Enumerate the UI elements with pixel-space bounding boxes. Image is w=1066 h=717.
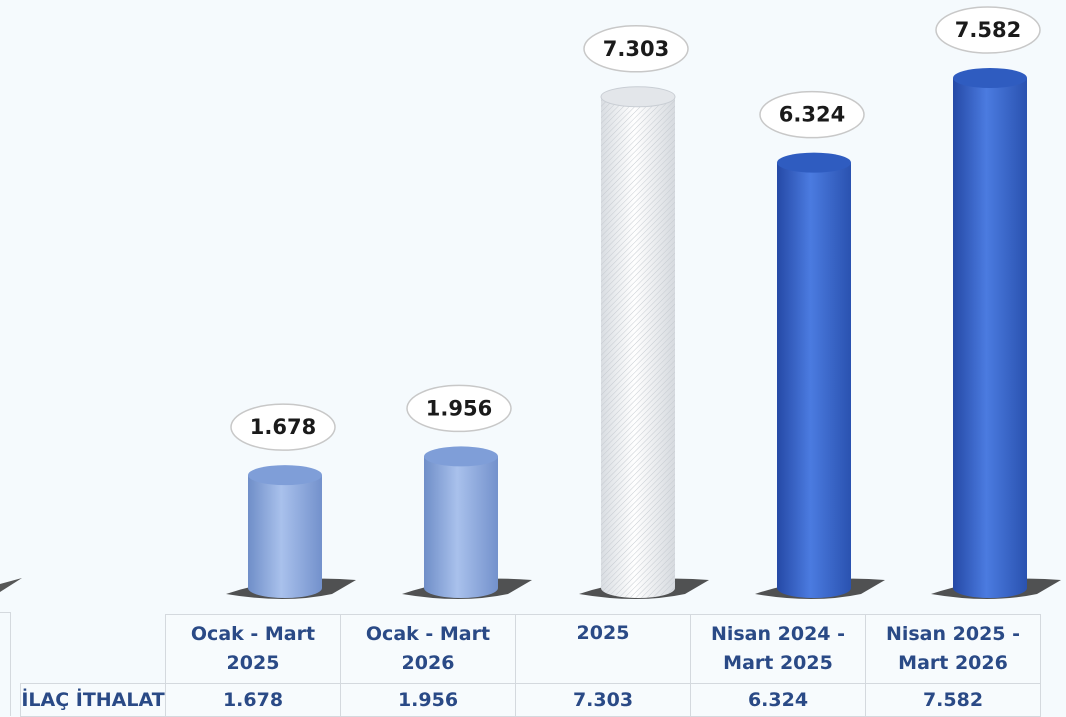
data-table-header-row: Ocak - Mart 2025 Ocak - Mart 2026 2025 Nisan …	[20, 614, 1041, 684]
chart: 1.678 1.956 7.303 6.324 7.582	[0, 6, 1061, 599]
category-label: Nisan 2025 -	[885, 623, 1021, 645]
category-label: 2025	[226, 652, 280, 674]
data-label-bubble	[583, 25, 689, 73]
value-cell: 7.582	[865, 683, 1041, 717]
data-label: 6.324	[779, 103, 845, 127]
value-cell: 1.678	[165, 683, 341, 717]
category-label: Mart 2026	[898, 652, 1008, 674]
data-table-corner	[20, 614, 166, 684]
bar-top	[777, 152, 851, 173]
value-cell: 7.303	[515, 683, 691, 717]
value-cell: 6.324	[690, 683, 866, 717]
category-cell: Nisan 2025 - Mart 2026	[865, 614, 1041, 684]
bar-top	[953, 68, 1027, 88]
bar-top	[424, 446, 498, 467]
data-label: 1.956	[426, 396, 492, 420]
category-label: 2026	[401, 652, 455, 674]
bar	[777, 162, 851, 598]
data-label: 1.678	[250, 415, 316, 439]
category-label: Nisan 2024 -	[710, 623, 846, 645]
data-label-bubble	[406, 384, 512, 433]
category-label: Mart 2025	[723, 652, 833, 674]
offscreen-shadow-fragment	[0, 578, 22, 592]
data-label-bubble	[935, 6, 1041, 54]
series-name-cell: İLAÇ İTHALAT	[20, 683, 166, 717]
bar	[424, 456, 498, 598]
category-cell: Ocak - Mart 2026	[340, 614, 516, 684]
data-label-bubble	[759, 90, 865, 139]
category-cell: 2025	[515, 614, 691, 684]
table-edge-fragment	[0, 612, 11, 716]
bar-top	[600, 86, 676, 108]
value-cell: 1.956	[340, 683, 516, 717]
data-label: 7.582	[955, 18, 1021, 42]
data-table: Ocak - Mart 2025 Ocak - Mart 2026 2025 Nisan …	[20, 614, 1041, 717]
bar-hatch	[601, 96, 675, 598]
bar-top	[248, 465, 322, 486]
category-cell: Nisan 2024 - Mart 2025	[690, 614, 866, 684]
data-label-bubble	[230, 403, 336, 451]
category-label: Ocak - Mart	[190, 623, 316, 645]
category-cell: Ocak - Mart 2025	[165, 614, 341, 684]
category-label: 2025	[576, 622, 630, 644]
bar	[953, 78, 1027, 598]
data-table-value-row: İLAÇ İTHALAT 1.678 1.956 7.303 6.324 7.582	[20, 683, 1041, 717]
bar	[248, 475, 322, 598]
category-label: Ocak - Mart	[365, 623, 491, 645]
data-label: 7.303	[603, 37, 669, 61]
